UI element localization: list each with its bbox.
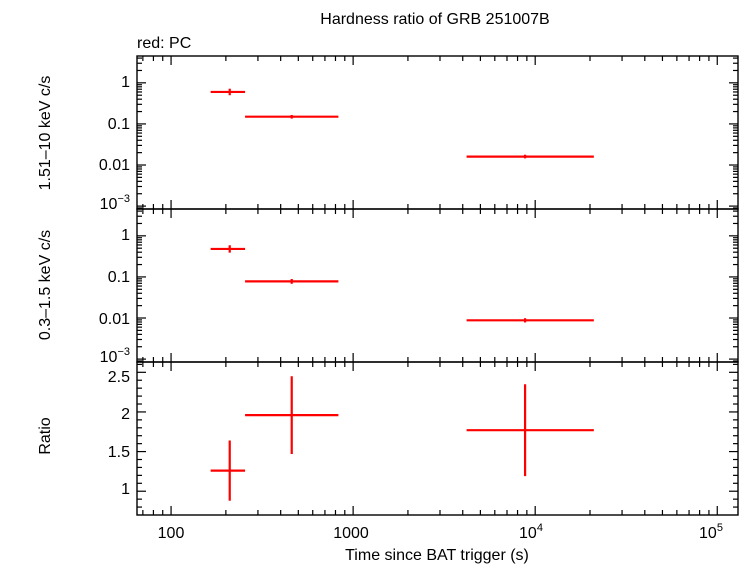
panel-top-frame <box>136 55 739 210</box>
y-tick-label-top-1: 1 <box>121 74 130 91</box>
y-tick-label-mid-1: 1 <box>121 227 130 244</box>
y-tick-labels-bottom: 2.5 2 1.5 1 <box>108 369 130 498</box>
data-point-p2-2 <box>245 279 339 284</box>
y-tick-label-top-0.1: 0.1 <box>108 116 130 133</box>
x-tick-label-1e4: 104 <box>519 522 543 542</box>
y-tick-label-bottom-2: 2 <box>121 406 130 423</box>
data-point-p1-1 <box>210 88 246 96</box>
y-tick-label-top-0.01: 0.01 <box>99 157 130 174</box>
data-points <box>210 88 594 501</box>
chart-title: Hardness ratio of GRB 251007B <box>320 11 549 28</box>
y-tick-label-bottom-1: 1 <box>121 481 130 498</box>
y-tick-label-mid-0.1: 0.1 <box>108 269 130 286</box>
y-tick-labels-mid: 1 0.1 0.01 10−3 <box>99 227 130 366</box>
data-point-p1-2 <box>245 114 339 119</box>
y-tick-label-bottom-2.5: 2.5 <box>108 369 130 386</box>
x-tick-label-1000: 1000 <box>333 525 369 542</box>
y-tick-label-mid-0.01: 0.01 <box>99 311 130 328</box>
data-point-p3-3 <box>466 384 594 477</box>
y-tick-label-bottom-1.5: 1.5 <box>108 444 130 461</box>
y-tick-label-mid-1e-3: 10−3 <box>100 346 130 366</box>
panel-bottom-frame <box>136 361 739 516</box>
panel-mid-frame <box>136 208 739 363</box>
y-axis-label-top: 1.51–10 keV c/s <box>37 76 54 191</box>
data-point-p3-2 <box>245 376 339 454</box>
y-axis-label-bottom: Ratio <box>37 417 54 454</box>
y-axis-label-mid: 0.3–1.5 keV c/s <box>37 230 54 340</box>
data-point-p2-3 <box>466 318 594 323</box>
x-tick-labels: 100 1000 104 105 <box>158 522 723 542</box>
x-axis-label: Time since BAT trigger (s) <box>345 547 529 564</box>
y-tick-label-top-1e-3: 10−3 <box>100 193 130 213</box>
data-point-p2-1 <box>210 245 246 253</box>
y-tick-labels-top: 1 0.1 0.01 10−3 <box>99 74 130 213</box>
data-point-p3-1 <box>210 440 246 501</box>
axis-ticks <box>137 56 738 515</box>
x-tick-label-1e5: 105 <box>699 522 723 542</box>
x-tick-label-100: 100 <box>158 525 185 542</box>
legend-label: red: PC <box>137 35 191 52</box>
data-point-p1-3 <box>466 154 594 159</box>
